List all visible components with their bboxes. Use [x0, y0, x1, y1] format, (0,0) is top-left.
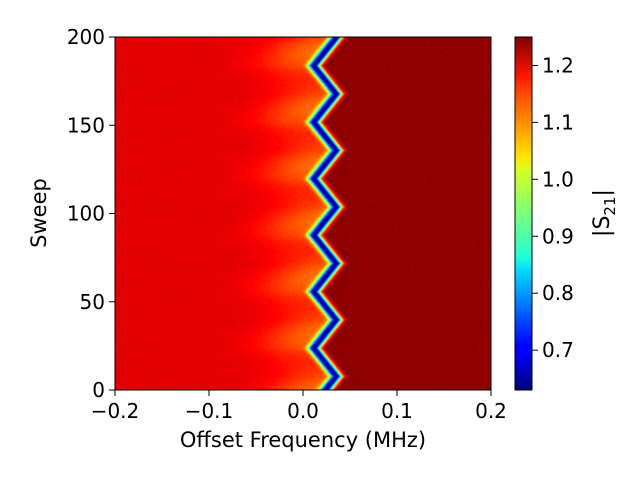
x-tick-label: −0.2: [91, 399, 140, 423]
colorbar-tick-label: 1.1: [542, 110, 574, 134]
x-axis: −0.2 −0.1 0.0 0.1 0.2: [91, 390, 507, 423]
colorbar-tick-label: 1.2: [542, 53, 574, 77]
x-tick-label: −0.1: [185, 399, 234, 423]
y-tick-label: 150: [67, 113, 105, 137]
y-tick-label: 50: [80, 290, 105, 314]
plot-area: [114, 36, 492, 391]
colorbar: 0.7 0.8 0.9 1.0 1.1 1.2 |S21|: [514, 36, 619, 391]
y-axis: 0 50 100 150 200: [67, 25, 115, 402]
colorbar-gradient: [514, 36, 533, 391]
y-tick-label: 0: [92, 378, 105, 402]
colorbar-tick-label: 1.0: [542, 167, 574, 191]
y-tick-label: 100: [67, 202, 105, 226]
x-axis-label: Offset Frequency (MHz): [180, 428, 426, 452]
y-axis-label: Sweep: [27, 178, 51, 248]
colorbar-label-main: |S: [590, 216, 615, 237]
x-tick-label: 0.1: [381, 399, 413, 423]
x-tick-label: 0.2: [475, 399, 507, 423]
colorbar-label-sub: 21: [601, 196, 619, 215]
colorbar-label-end: |: [590, 189, 615, 196]
colorbar-tick-label: 0.9: [542, 224, 574, 248]
colorbar-label: |S21|: [590, 189, 619, 237]
colorbar-tick-label: 0.7: [542, 338, 574, 362]
x-tick-label: 0.0: [287, 399, 319, 423]
colorbar-ticks: 0.7 0.8 0.9 1.0 1.1 1.2: [532, 53, 574, 362]
colorbar-tick-label: 0.8: [542, 281, 574, 305]
heatmap-image: [115, 37, 491, 390]
y-tick-label: 200: [67, 25, 105, 49]
